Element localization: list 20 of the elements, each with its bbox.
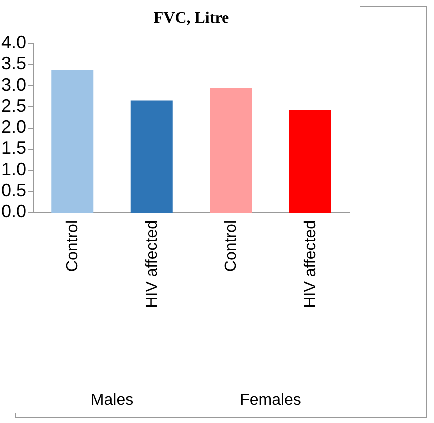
chart-title: FVC, Litre	[154, 10, 230, 27]
bar	[210, 88, 252, 213]
x-tick-label: Control	[64, 220, 82, 272]
x-tick-label: HIV affected	[144, 220, 161, 308]
y-tick-label: 2.0	[1, 117, 26, 137]
y-tick-label: 1.5	[1, 138, 26, 158]
y-tick-label: 0.0	[1, 202, 26, 222]
x-tick-label: Control	[223, 220, 240, 272]
text: Males	[90, 392, 134, 409]
y-tick-label: 3.5	[1, 54, 26, 74]
y-tick-label: 3.0	[1, 74, 26, 95]
y-tick-label: 2.5	[1, 96, 26, 116]
y-tick-label: 1.0	[1, 159, 26, 180]
bar	[130, 100, 173, 213]
y-tick-label: 4.0	[1, 32, 26, 52]
y-tick-label: 0.5	[1, 180, 26, 200]
bar	[52, 70, 94, 213]
text: Females	[240, 392, 302, 409]
bar	[289, 110, 332, 213]
x-tick-label: HIV affected	[302, 220, 320, 308]
